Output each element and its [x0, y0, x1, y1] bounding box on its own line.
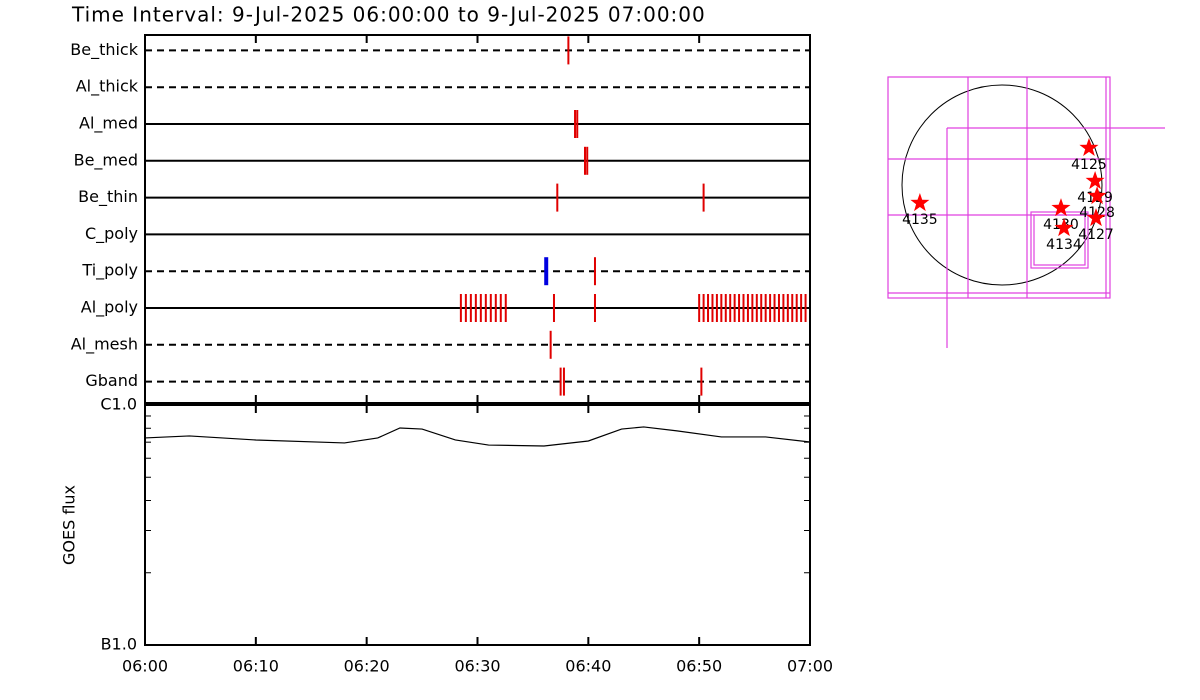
x-tick-label: 06:20	[344, 657, 390, 676]
panel-frame	[144, 404, 811, 646]
channel-label: Be_thick	[70, 40, 138, 60]
x-tick-label: 06:10	[233, 657, 279, 676]
channel-label: Al_poly	[81, 298, 138, 318]
channel-label: Be_med	[74, 150, 138, 170]
region-label: 4134	[1046, 237, 1082, 253]
channel-label: Al_thick	[76, 77, 139, 97]
y-tick-label: B1.0	[101, 635, 137, 654]
channel-label: C_poly	[85, 224, 138, 244]
goes-line	[144, 426, 811, 447]
y-axis-label: GOES flux	[60, 485, 79, 565]
solar-disk	[901, 84, 1103, 286]
region-star	[910, 193, 930, 212]
region-star	[1085, 171, 1105, 190]
channel-label: Be_thin	[78, 187, 138, 207]
region-star	[1086, 208, 1106, 227]
chart-title: Time Interval: 9-Jul-2025 06:00:00 to 9-…	[71, 3, 706, 27]
region-star	[1051, 198, 1071, 217]
region-label: 4135	[902, 212, 938, 228]
channel-label: Al_mesh	[71, 334, 138, 354]
x-tick-label: 06:30	[454, 657, 500, 676]
region-label: 4127	[1078, 227, 1114, 243]
region-label: 4125	[1071, 157, 1107, 173]
x-tick-label: 07:00	[787, 657, 833, 676]
y-tick-label: C1.0	[100, 395, 137, 414]
sun-map-frame	[887, 76, 1165, 348]
x-tick-label: 06:40	[565, 657, 611, 676]
channel-label: Gband	[85, 371, 138, 390]
region-star	[1054, 218, 1074, 237]
region-star	[1079, 137, 1099, 156]
panel-frame	[144, 34, 811, 404]
x-tick-label: 06:00	[122, 657, 168, 676]
channel-label: Al_med	[79, 114, 138, 134]
region-star	[1087, 186, 1107, 205]
channel-label: Ti_poly	[81, 261, 138, 281]
x-tick-label: 06:50	[676, 657, 722, 676]
fov-box	[887, 76, 1111, 299]
fov-box	[1033, 214, 1086, 266]
